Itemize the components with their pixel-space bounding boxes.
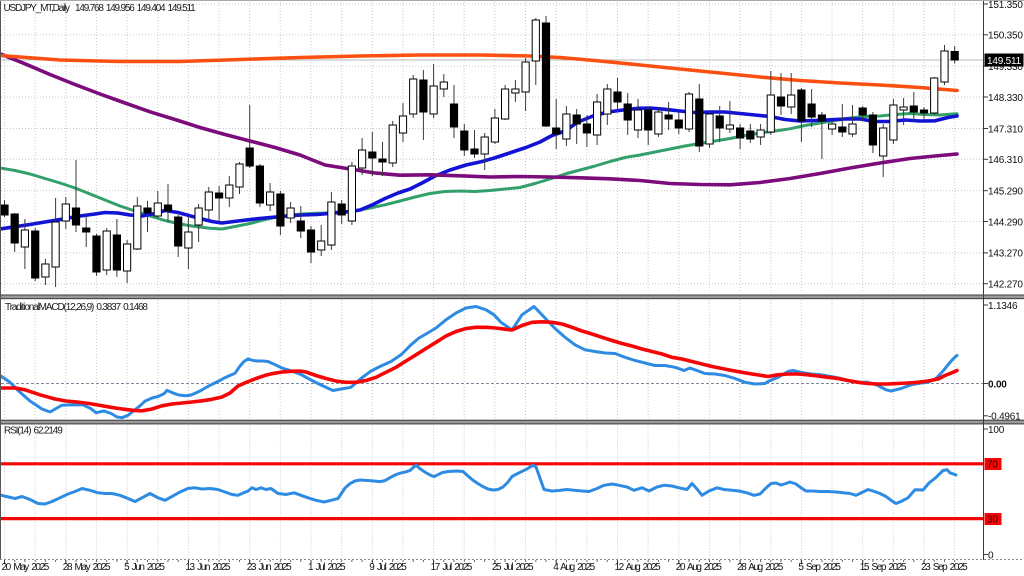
svg-text:147.310: 147.310 — [988, 124, 1023, 135]
svg-text:5 Jun 2025: 5 Jun 2025 — [124, 562, 165, 573]
svg-text:148.330: 148.330 — [988, 93, 1023, 104]
svg-text:23 Jun 2025: 23 Jun 2025 — [247, 562, 292, 573]
svg-text:28 May 2025: 28 May 2025 — [63, 562, 111, 573]
svg-text:15 Sep 2025: 15 Sep 2025 — [860, 562, 907, 573]
svg-text:TraditionalMACD(12,26,9) 0.383: TraditionalMACD(12,26,9) 0.3837 0.1468 — [5, 302, 148, 313]
svg-text:100: 100 — [988, 425, 1005, 436]
svg-text:149.511: 149.511 — [987, 56, 1022, 67]
svg-text:25 Jul 2025: 25 Jul 2025 — [492, 562, 534, 573]
svg-text:13 Jun 2025: 13 Jun 2025 — [185, 562, 230, 573]
svg-text:30: 30 — [987, 515, 998, 526]
svg-text:1 Jul 2025: 1 Jul 2025 — [308, 562, 346, 573]
svg-text:150.350: 150.350 — [988, 31, 1023, 42]
svg-text:9 Jul 2025: 9 Jul 2025 — [369, 562, 407, 573]
svg-text:1.1346: 1.1346 — [988, 301, 1018, 312]
svg-text:4 Aug 2025: 4 Aug 2025 — [553, 562, 595, 573]
svg-text:12 Aug 2025: 12 Aug 2025 — [615, 562, 662, 573]
svg-text:149.330: 149.330 — [988, 62, 1023, 73]
svg-text:RSI(14) 62.2149: RSI(14) 62.2149 — [4, 426, 63, 437]
svg-text:70: 70 — [987, 460, 998, 471]
svg-text:5 Sep 2025: 5 Sep 2025 — [798, 562, 841, 573]
svg-text:-0.4961: -0.4961 — [988, 412, 1021, 423]
svg-text:144.290: 144.290 — [988, 217, 1023, 228]
svg-text:142.270: 142.270 — [988, 280, 1023, 291]
svg-text:146.310: 146.310 — [988, 155, 1023, 166]
svg-text:0.00: 0.00 — [988, 379, 1007, 390]
svg-text:23 Sep 2025: 23 Sep 2025 — [921, 562, 968, 573]
svg-text:151.350: 151.350 — [988, 0, 1023, 11]
svg-text:143.270: 143.270 — [988, 249, 1023, 260]
svg-text:20 May 2025: 20 May 2025 — [2, 562, 50, 573]
svg-text:28 Aug 2025: 28 Aug 2025 — [737, 562, 784, 573]
svg-text:17 Jul 2025: 17 Jul 2025 — [431, 562, 473, 573]
svg-text:0: 0 — [988, 550, 994, 561]
svg-text:145.290: 145.290 — [988, 187, 1023, 198]
svg-text:USDJPY_MT,Daily 149.768 149.9: USDJPY_MT,Daily 149.768 149.956 149.404 … — [4, 3, 197, 14]
svg-text:20 Aug 2025: 20 Aug 2025 — [676, 562, 723, 573]
